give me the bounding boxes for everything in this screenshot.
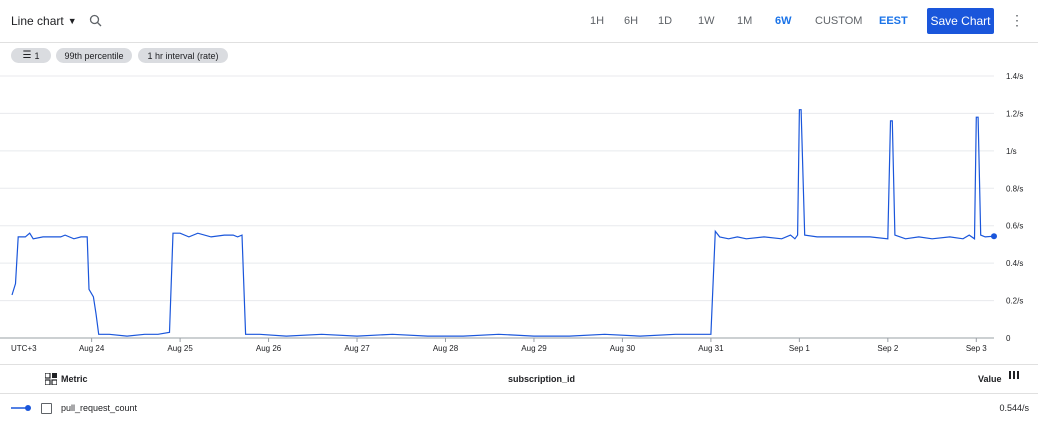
metric-grid-icon: [45, 373, 57, 385]
x-tick-label: Aug 27: [344, 344, 370, 353]
grid-lines: [0, 75, 994, 339]
aggregation-label: 99th percentile: [64, 50, 124, 61]
metric-column-header[interactable]: Metric: [61, 374, 88, 384]
save-chart-button[interactable]: Save Chart: [927, 8, 994, 34]
range-custom[interactable]: CUSTOM: [815, 15, 863, 27]
y-axis: 0 0.2/s 0.4/s 0.6/s 0.8/s 1/s 1.2/s 1.4/s: [1006, 72, 1023, 343]
series-endpoint: [991, 233, 997, 240]
line-chart[interactable]: 0 0.2/s 0.4/s 0.6/s 0.8/s 1/s 1.2/s 1.4/s UTC+3…: [0, 64, 1038, 359]
y-tick-label: 0.2/s: [1006, 297, 1023, 306]
columns-icon[interactable]: [1009, 371, 1019, 381]
x-tick-label: Aug 24: [79, 344, 105, 353]
filter-icon: ☰: [22, 50, 32, 61]
search-icon[interactable]: [89, 14, 102, 27]
interval-chip[interactable]: 1 hr interval (rate): [138, 48, 228, 63]
metric-name: pull_request_count: [61, 403, 138, 413]
range-6w[interactable]: 6W: [775, 15, 792, 27]
range-1d[interactable]: 1D: [658, 15, 673, 27]
value-column-header[interactable]: Value: [978, 374, 1002, 384]
chart-type-dropdown[interactable]: Line chart ▼: [11, 14, 77, 28]
y-tick-label: 1.2/s: [1006, 109, 1023, 118]
x-tick-label: Aug 29: [521, 344, 547, 353]
series-line[interactable]: [11, 109, 995, 337]
range-1h[interactable]: 1H: [590, 15, 605, 27]
y-tick-label: 0: [1006, 334, 1011, 343]
filter-count: 1: [34, 50, 40, 61]
metric-value: 0.544/s: [999, 403, 1029, 413]
legend-row: pull_request_count 0.544/s: [0, 393, 1038, 423]
x-axis-label: UTC+3: [11, 344, 37, 353]
series-checkbox[interactable]: [41, 403, 52, 414]
x-tick-label: Aug 30: [610, 344, 636, 353]
x-tick-label: Sep 1: [789, 344, 810, 353]
y-tick-label: 1.4/s: [1006, 72, 1023, 81]
caret-down-icon: ▼: [67, 16, 77, 26]
range-6h[interactable]: 6H: [624, 15, 639, 27]
x-tick-label: Aug 31: [698, 344, 724, 353]
x-tick-label: Aug 26: [256, 344, 282, 353]
x-tick-label: Aug 25: [167, 344, 193, 353]
y-tick-label: 0.6/s: [1006, 222, 1023, 231]
series-legend-icon: [11, 405, 31, 411]
more-vert-icon[interactable]: ⋮: [1010, 12, 1024, 28]
x-tick-label: Sep 3: [966, 344, 987, 353]
interval-label: 1 hr interval (rate): [147, 50, 219, 61]
timezone-selector[interactable]: EEST: [879, 15, 908, 27]
toolbar: Line chart ▼ 1H 6H 1D 1W 1M 6W CUSTOM EE…: [0, 0, 1038, 43]
range-1m[interactable]: 1M: [737, 15, 753, 27]
y-tick-label: 0.8/s: [1006, 184, 1023, 193]
x-tick-label: Aug 28: [433, 344, 459, 353]
x-tick-label: Sep 2: [877, 344, 898, 353]
y-tick-label: 0.4/s: [1006, 259, 1023, 268]
range-1w[interactable]: 1W: [698, 15, 715, 27]
aggregation-chip[interactable]: 99th percentile: [56, 48, 132, 63]
chart-type-label: Line chart: [11, 14, 64, 28]
subscription-column-header[interactable]: subscription_id: [508, 374, 576, 384]
filter-chip[interactable]: ☰ 1: [11, 48, 51, 63]
y-tick-label: 1/s: [1006, 147, 1017, 156]
legend-table-header: Metric subscription_id Value: [0, 364, 1038, 394]
x-axis: UTC+3 Aug 24 Aug 25 Aug 26 Aug 27 Aug 28 Aug 2…: [11, 338, 987, 353]
